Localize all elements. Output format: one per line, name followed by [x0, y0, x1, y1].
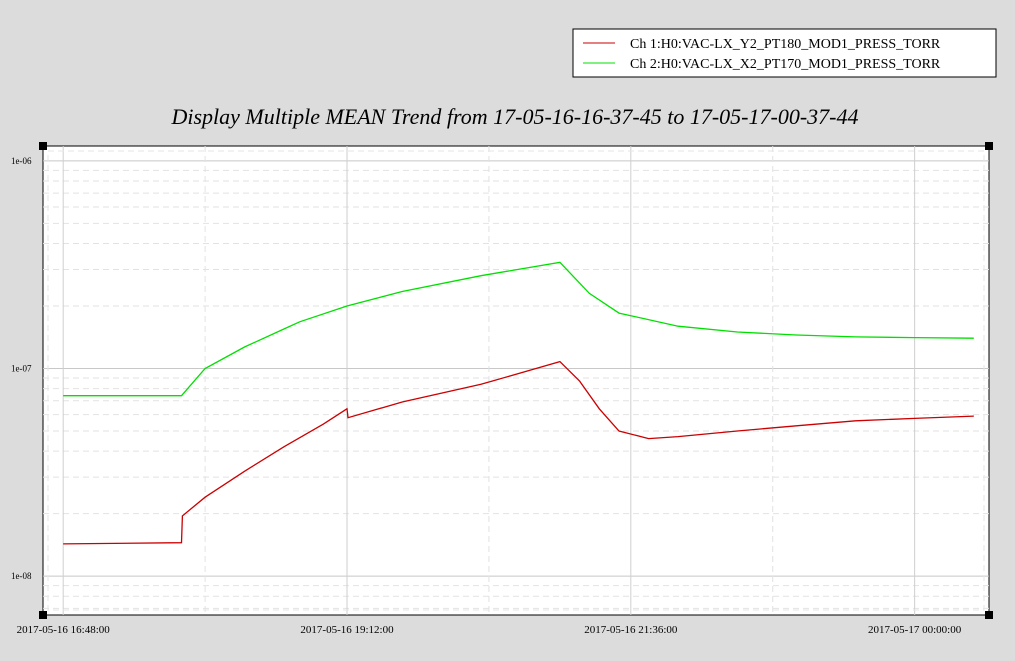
- series-line-ch1: [63, 360, 974, 545]
- axis-ticks: 2017-05-16 16:48:00 2017-05-16 19:12:00 20…: [11, 156, 962, 636]
- corner-handle-bottom-left[interactable]: [39, 611, 47, 619]
- y-tick-label: 1e-07: [11, 364, 32, 374]
- x-tick-label: 2017-05-17 00:00:00: [868, 624, 962, 636]
- x-tick-label: 2017-05-16 19:12:00: [300, 624, 394, 636]
- plot-inner-frame: [47, 150, 985, 611]
- legend: Ch 1:H0:VAC-LX_Y2_PT180_MOD1_PRESS_TORR …: [572, 28, 997, 78]
- chart-title: Display Multiple MEAN Trend from 17-05-1…: [170, 104, 858, 129]
- y-tick-label: 1e-08: [11, 571, 32, 581]
- corner-handle-top-left[interactable]: [39, 142, 47, 150]
- legend-box: [572, 28, 997, 78]
- x-tick-label: 2017-05-16 16:48:00: [17, 624, 111, 636]
- series-layer: [63, 261, 974, 545]
- corner-handle-top-right[interactable]: [985, 142, 993, 150]
- series-line-ch2: [63, 261, 974, 397]
- x-tick-label: 2017-05-16 21:36:00: [584, 624, 678, 636]
- legend-label-ch2: Ch 2:H0:VAC-LX_X2_PT170_MOD1_PRESS_TORR: [630, 57, 941, 72]
- plot-area: [42, 145, 990, 616]
- legend-label-ch1: Ch 1:H0:VAC-LX_Y2_PT180_MOD1_PRESS_TORR: [630, 37, 941, 52]
- y-tick-label: 1e-06: [11, 156, 32, 166]
- corner-handle-bottom-right[interactable]: [985, 611, 993, 619]
